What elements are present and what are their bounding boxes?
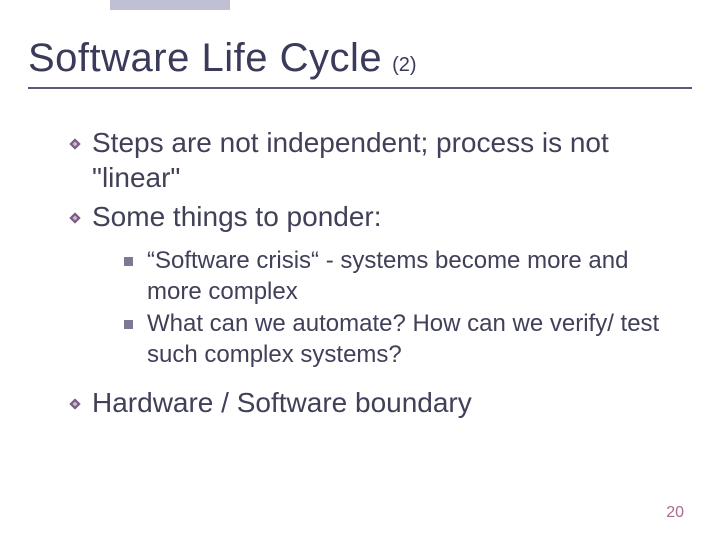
title-container: Software Life Cycle (2)	[28, 36, 692, 89]
top-accent-bar	[110, 0, 230, 10]
slide: Software Life Cycle (2) Steps are not in…	[0, 0, 720, 540]
list-item: Hardware / Software boundary	[68, 385, 668, 420]
diamond-icon	[68, 137, 82, 151]
diamond-icon	[68, 397, 82, 411]
square-icon	[124, 320, 133, 329]
list-item-text: “Software crisis“ - systems become more …	[147, 246, 668, 307]
square-icon	[124, 257, 133, 266]
list-item-text: What can we automate? How can we verify/…	[147, 309, 668, 370]
page-number: 20	[666, 504, 684, 522]
slide-title: Software Life Cycle	[28, 36, 382, 81]
sublist: “Software crisis“ - systems become more …	[68, 246, 668, 371]
diamond-icon	[68, 211, 82, 225]
list-item: What can we automate? How can we verify/…	[124, 309, 668, 370]
slide-title-suffix: (2)	[392, 54, 416, 77]
list-item-text: Hardware / Software boundary	[92, 385, 472, 420]
list-item-text: Some things to ponder:	[92, 199, 382, 234]
list-item: “Software crisis“ - systems become more …	[124, 246, 668, 307]
list-item-text: Steps are not independent; process is no…	[92, 125, 668, 195]
list-item: Steps are not independent; process is no…	[68, 125, 668, 195]
list-item: Some things to ponder:	[68, 199, 668, 234]
content-area: Steps are not independent; process is no…	[28, 125, 692, 420]
